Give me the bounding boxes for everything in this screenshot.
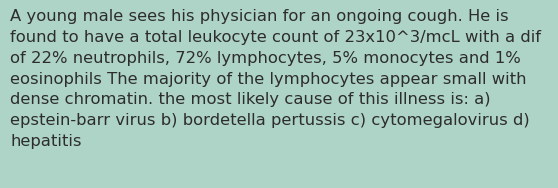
Text: A young male sees his physician for an ongoing cough. He is
found to have a tota: A young male sees his physician for an o… [10, 9, 541, 149]
